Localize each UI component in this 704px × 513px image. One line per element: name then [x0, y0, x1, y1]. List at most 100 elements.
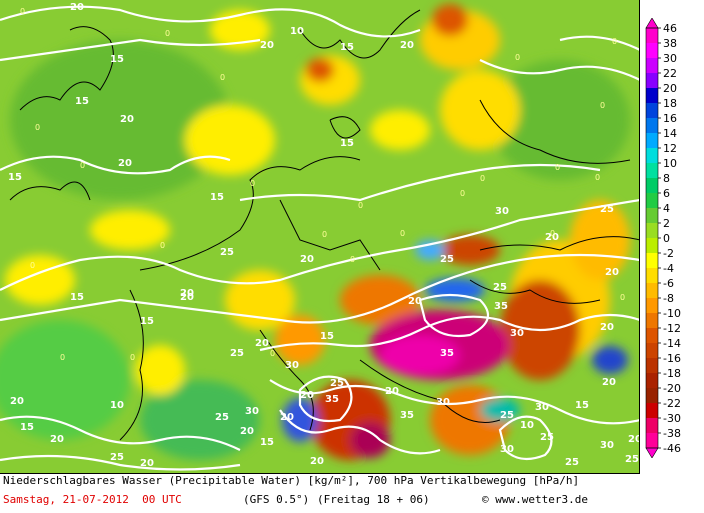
- footer-info-row: Samstag, 21-07-2012 00 UTC: [3, 493, 182, 507]
- legend-label: 2: [663, 217, 670, 230]
- borders: [9, 9, 639, 441]
- legend-band: [646, 193, 658, 209]
- isoline-label: 15: [110, 54, 124, 65]
- isoline-label: 10: [110, 400, 124, 411]
- isoline-label: 20: [180, 292, 194, 303]
- legend-label: 16: [663, 112, 677, 125]
- isoline-label: 20: [180, 288, 194, 299]
- zero-marker: 0: [620, 293, 625, 302]
- isoline-label: 15: [575, 400, 589, 411]
- legend-band: [646, 358, 658, 374]
- isoline-label: 25: [625, 454, 639, 465]
- isoline-label: 25: [500, 410, 514, 421]
- legend-band: [646, 148, 658, 164]
- isoline-label: 15: [8, 172, 22, 183]
- legend-band: [646, 388, 658, 404]
- isoline-label: 20: [605, 267, 619, 278]
- legend-band: [646, 433, 658, 449]
- legend-label: -30: [663, 412, 681, 425]
- legend-band: [646, 283, 658, 299]
- legend-band: [646, 103, 658, 119]
- legend-label: 38: [663, 37, 677, 50]
- isoline-label: 35: [325, 394, 339, 405]
- legend-label: 30: [663, 52, 677, 65]
- zero-marker: 0: [80, 161, 85, 170]
- isoline-label: 25: [110, 452, 124, 463]
- isoline-label: 15: [320, 331, 334, 342]
- legend-label: -2: [663, 247, 674, 260]
- isoline-label: 30: [436, 397, 450, 408]
- isoline-label: 20: [600, 322, 614, 333]
- legend-label: -10: [663, 307, 681, 320]
- isoline-label: 35: [440, 348, 454, 359]
- isoline-label: 15: [75, 96, 89, 107]
- legend-band: [646, 43, 658, 59]
- footer-title: Niederschlagbares Wasser (Precipitable W…: [3, 474, 580, 487]
- isoline-label: 25: [230, 348, 244, 359]
- legend-band: [646, 268, 658, 284]
- legend-band: [646, 88, 658, 104]
- legend-band: [646, 298, 658, 314]
- footer-date: Samstag, 21-07-2012 00 UTC: [3, 493, 182, 506]
- zero-marker: 0: [350, 255, 355, 264]
- isoline-label: 15: [20, 422, 34, 433]
- isoline-label: 15: [210, 192, 224, 203]
- isoline-label: 20: [300, 390, 314, 401]
- isoline-label: 30: [510, 328, 524, 339]
- isoline-label: 30: [500, 444, 514, 455]
- legend-label: 0: [663, 232, 670, 245]
- legend-label: -6: [663, 277, 674, 290]
- zero-marker: 0: [480, 174, 485, 183]
- isoline-label: 20: [118, 158, 132, 169]
- precip-field: [0, 4, 630, 460]
- zero-marker: 0: [555, 163, 560, 172]
- isoline-label: 20: [280, 412, 294, 423]
- isoline-label: 10: [290, 26, 304, 37]
- isoline-label: 20: [10, 396, 24, 407]
- color-legend: 46 38 30 22 20 18 16 14 12 10 8 6 4 2 0 -2 -4 -6 -8 -10 -12-…: [641, 17, 704, 459]
- isoline-label: 20: [140, 458, 154, 469]
- isoline-labels: 20 10 15 20 15 20 15 20 15 20 15 25 20 15 20 25 30 20 25 20…: [8, 2, 640, 469]
- legend-bottom-arrow: [645, 447, 659, 459]
- legend-label: 46: [663, 22, 677, 35]
- isoline-label: 20: [310, 456, 324, 467]
- legend-band: [646, 343, 658, 359]
- isoline-label: 30: [600, 440, 614, 451]
- footer-run: (Freitag 18 + 06): [317, 493, 430, 506]
- zero-marker: 0: [160, 241, 165, 250]
- zero-marker: 0: [60, 353, 65, 362]
- legend-band: [646, 28, 658, 44]
- legend-svg: 4638302220181614121086420-2-4-6-8-10-12-…: [645, 17, 681, 459]
- isoline-label: 25: [330, 378, 344, 389]
- isoline-label: 25: [220, 247, 234, 258]
- legend-label: 4: [663, 202, 670, 215]
- isoline-label: 15: [340, 42, 354, 53]
- isoline-label: 15: [340, 138, 354, 149]
- zero-marker: 0: [400, 229, 405, 238]
- legend-band: [646, 238, 658, 254]
- legend-label: 20: [663, 82, 677, 95]
- isoline-label: 20: [70, 2, 84, 13]
- isolines: [0, 5, 639, 471]
- legend-label: -38: [663, 427, 681, 440]
- legend-label: -46: [663, 442, 681, 455]
- zero-marker: 0: [130, 353, 135, 362]
- legend-label: 8: [663, 172, 670, 185]
- isoline-label: 25: [440, 254, 454, 265]
- isoline-label: 20: [628, 434, 640, 445]
- legend-band: [646, 328, 658, 344]
- zero-marker: 0: [595, 173, 600, 182]
- isoline-label: 15: [70, 292, 84, 303]
- legend-band: [646, 223, 658, 239]
- isoline-label: 30: [245, 406, 259, 417]
- legend-band: [646, 373, 658, 389]
- legend-band: [646, 253, 658, 269]
- legend-label: 22: [663, 67, 677, 80]
- zero-marker: 0: [220, 73, 225, 82]
- legend-label: 14: [663, 127, 677, 140]
- legend-label: 6: [663, 187, 670, 200]
- isoline-label: 20: [400, 40, 414, 51]
- isoline-label: 20: [385, 386, 399, 397]
- zero-marker: 0: [30, 261, 35, 270]
- isoline-label: 20: [408, 296, 422, 307]
